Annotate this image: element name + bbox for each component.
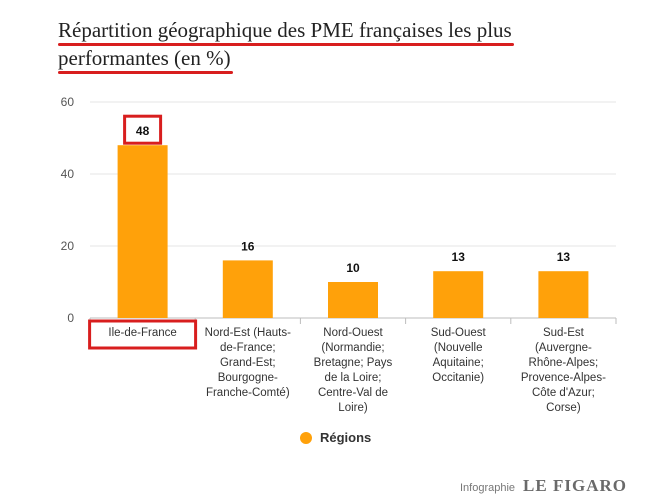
highlight-box-value [123,114,163,145]
y-tick-label: 40 [61,167,75,181]
data-label: 48 [136,124,150,138]
legend[interactable]: Régions [300,430,371,445]
bar [222,260,273,318]
chart-title-line-1: Répartition géographique des PME françai… [58,18,512,42]
legend-marker-icon [300,431,312,444]
chart-title-line-2: performantes (en %) [58,46,231,70]
data-label: 10 [346,261,360,275]
bar-chart: 0 20 40 60 48 Ile-de-France 16 Nord-Est (Hauts-… [61,95,617,414]
credit-label: Infographie [460,482,516,494]
legend-label: Régions [320,430,372,445]
bar [328,282,378,318]
x-tick-label: Nord-Ouest (Normandie; Bretagne; Pays de la… [314,327,393,414]
data-label: 13 [452,250,466,264]
y-tick-label: 0 [67,311,74,325]
x-tick-label: Sud-Est (Auvergne-Rhône-Alpes; Provence-Al… [521,327,606,414]
data-label: 13 [557,250,571,264]
highlight-box-category [88,319,198,350]
le-figaro-logo: LE FIGARO [523,476,627,495]
bar [538,271,589,318]
y-tick-label: 20 [61,239,75,253]
data-label: 16 [241,239,255,253]
chart-title: Répartition géographique des PME françai… [58,16,528,72]
credit: Infographie LE FIGARO [460,476,627,496]
y-tick-label: 60 [61,95,75,109]
x-tick-label: Sud-Ouest (Nouvelle Aquitaine; Occitanie) [431,327,487,384]
x-tick-label: Nord-Est (Hauts-de-France; Grand-Est; Bour… [205,327,291,399]
bar [117,145,168,318]
bar [433,271,484,318]
x-tick-label: Ile-de-France [108,327,176,339]
